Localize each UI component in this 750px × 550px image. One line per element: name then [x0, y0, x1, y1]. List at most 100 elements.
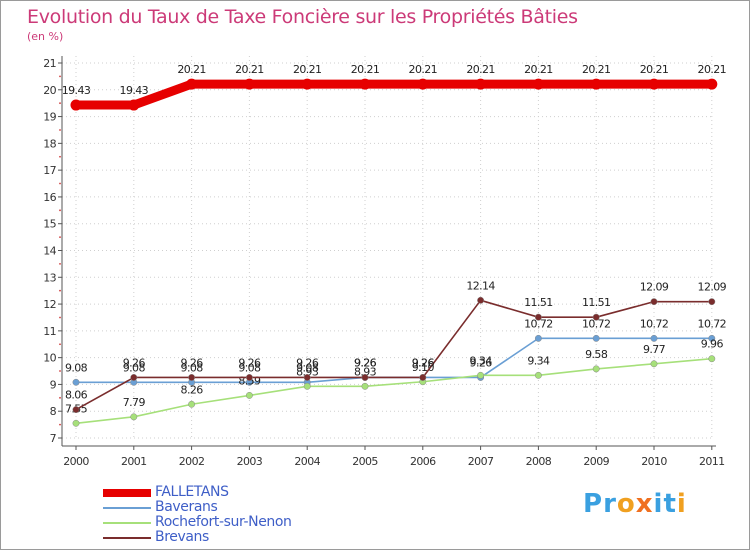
- data-point: [590, 78, 602, 90]
- data-label: 20.21: [466, 63, 495, 76]
- legend-swatch-baverans: [103, 507, 151, 509]
- data-point: [361, 374, 369, 381]
- legend-swatch-brevans: [103, 537, 151, 539]
- chart-title: Evolution du Taux de Taxe Foncière sur l…: [27, 6, 578, 28]
- data-label: 19.43: [120, 84, 149, 97]
- logo-letter: i: [676, 489, 687, 519]
- data-label: 8.26: [181, 383, 204, 396]
- y-minor-tick: [59, 289, 61, 292]
- data-point: [477, 371, 485, 379]
- y-minor-tick: [59, 75, 61, 78]
- x-tick-label: 2003: [237, 455, 263, 468]
- data-label: 20.21: [235, 63, 264, 76]
- y-tick-label: 7: [50, 432, 57, 445]
- data-point: [301, 78, 313, 90]
- logo-letter: r: [603, 489, 617, 519]
- x-tick-label: 2010: [641, 455, 667, 468]
- y-tick-label: 17: [43, 164, 56, 177]
- y-minor-tick: [59, 129, 61, 131]
- data-point: [534, 313, 542, 321]
- y-tick-label: 13: [43, 271, 56, 284]
- logo-letter: t: [663, 489, 677, 519]
- data-point: [70, 99, 82, 111]
- data-label: 12.14: [466, 279, 495, 292]
- y-minor-tick: [59, 316, 61, 319]
- data-label: 9.10: [412, 361, 435, 374]
- x-tick-label: 2005: [352, 455, 378, 468]
- data-label: 20.21: [582, 63, 611, 76]
- y-tick-label: 11: [43, 325, 56, 338]
- data-point: [708, 355, 716, 363]
- data-point: [72, 378, 80, 386]
- data-point: [708, 334, 716, 342]
- data-point: [650, 334, 658, 342]
- y-minor-tick: [59, 396, 61, 399]
- data-label: 19.43: [62, 84, 91, 97]
- data-point: [706, 78, 718, 90]
- logo-letter: P: [583, 489, 604, 519]
- data-point: [243, 78, 255, 90]
- data-point: [303, 382, 311, 390]
- data-label: 11.51: [524, 296, 553, 309]
- legend-label-brevans: Brevans: [155, 529, 209, 545]
- data-point: [534, 334, 542, 342]
- y-tick-label: 15: [43, 218, 56, 231]
- y-minor-tick: [59, 423, 61, 426]
- series-line-rochefort-sur-nenon: [75, 357, 713, 425]
- data-point: [417, 78, 429, 90]
- legend-label-rochefort: Rochefort-sur-Nenon: [155, 514, 292, 530]
- data-label: 9.08: [296, 361, 319, 374]
- y-tick-label: 9: [50, 378, 57, 391]
- y-minor-tick: [59, 155, 61, 158]
- data-point: [186, 78, 198, 90]
- data-label: 11.51: [582, 296, 611, 309]
- data-label: 9.96: [701, 338, 724, 351]
- series-line-falletans: [71, 79, 717, 110]
- data-point: [477, 296, 485, 304]
- data-label: 10.72: [582, 317, 611, 330]
- data-point: [130, 413, 138, 421]
- data-label: 12.09: [640, 281, 669, 294]
- data-label: 9.34: [527, 354, 550, 367]
- y-minor-tick: [59, 182, 61, 185]
- data-point: [419, 374, 427, 381]
- data-point: [592, 334, 600, 342]
- data-label: 20.21: [177, 63, 206, 76]
- data-point: [245, 374, 253, 381]
- data-label: 8.06: [65, 389, 88, 402]
- x-tick-label: 2009: [583, 455, 609, 468]
- y-minor-tick: [59, 370, 61, 372]
- data-point: [359, 78, 371, 90]
- legend-swatch-falletans: [103, 489, 151, 497]
- data-label: 10.72: [524, 317, 553, 330]
- x-tick-label: 2000: [63, 455, 89, 468]
- data-point: [592, 313, 600, 321]
- x-tick-label: 2007: [468, 455, 494, 468]
- x-tick-label: 2006: [410, 455, 436, 468]
- data-label: 9.26: [412, 356, 435, 369]
- y-minor-tick: [59, 209, 61, 212]
- data-label: 7.79: [123, 396, 146, 409]
- data-label: 9.26: [412, 356, 435, 369]
- data-point: [475, 78, 487, 90]
- data-label: 9.08: [65, 361, 88, 374]
- data-label: 8.93: [296, 365, 319, 378]
- data-point: [648, 78, 660, 90]
- data-point: [245, 391, 253, 399]
- logo-letter: o: [616, 489, 636, 519]
- data-label: 9.26: [354, 356, 377, 369]
- series-line-brevans: [75, 299, 713, 411]
- data-label: 9.34: [470, 354, 493, 367]
- data-label: 20.21: [409, 63, 438, 76]
- data-label: 9.26: [296, 356, 319, 369]
- proxiti-logo: Proxiti: [583, 489, 687, 519]
- data-point: [188, 374, 196, 381]
- data-label: 12.09: [698, 281, 727, 294]
- y-minor-tick: [59, 343, 61, 346]
- data-point: [72, 419, 80, 427]
- data-point: [361, 382, 369, 390]
- y-tick-label: 16: [43, 191, 56, 204]
- y-tick-label: 10: [43, 352, 56, 365]
- y-tick-label: 21: [43, 57, 56, 70]
- data-point: [188, 400, 196, 408]
